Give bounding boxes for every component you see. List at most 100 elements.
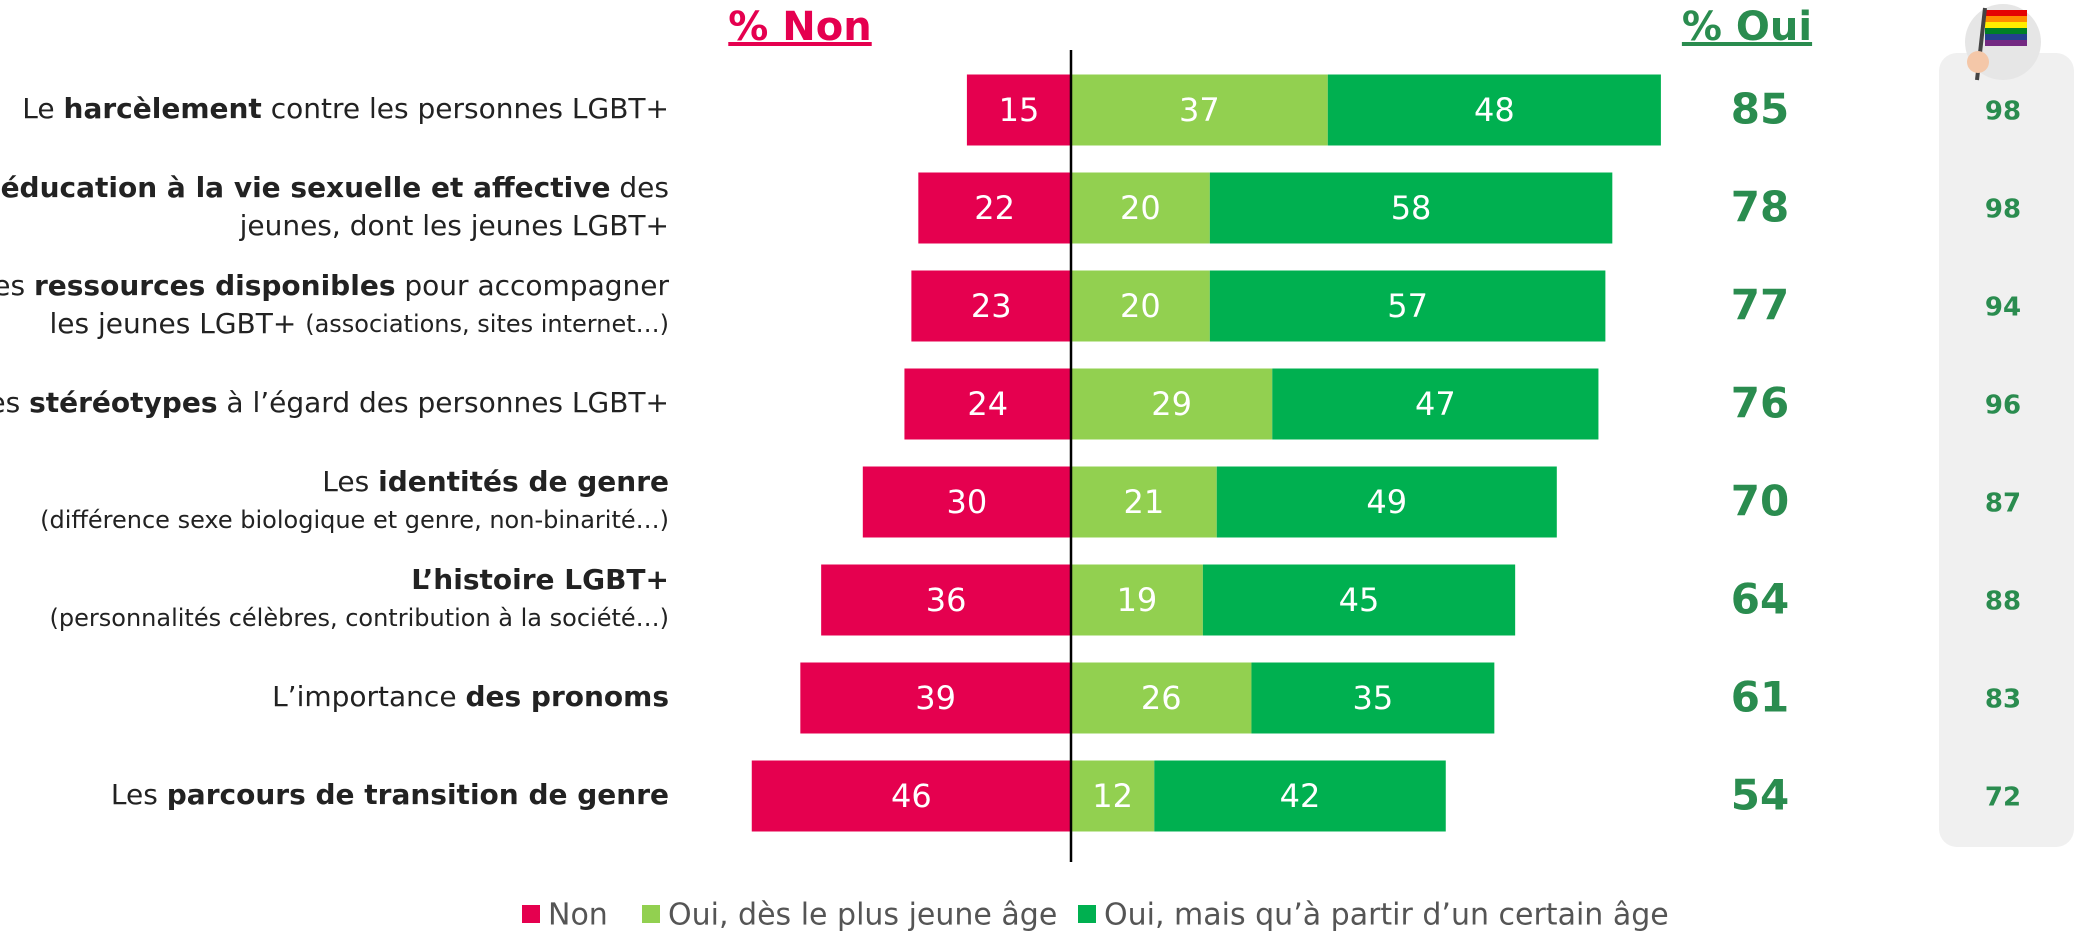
- oui-total: 78: [1731, 183, 1789, 232]
- legend-swatch: [522, 905, 540, 923]
- flag-column-value: 98: [1985, 195, 2021, 225]
- value-label: 20: [1120, 287, 1161, 325]
- bar: [1071, 368, 1273, 440]
- right-header: % Oui: [1682, 4, 1812, 50]
- flag-column-value: 83: [1985, 685, 2021, 715]
- left-header: % Non: [728, 4, 871, 50]
- value-label: 22: [974, 189, 1015, 227]
- value-label: 30: [947, 483, 988, 521]
- bar: [1154, 760, 1446, 832]
- legend-label: Oui, mais qu’à partir d’un certain âge: [1104, 898, 1669, 933]
- value-label: 19: [1117, 581, 1158, 619]
- category-label-part: parcours de transition de genre: [167, 778, 669, 811]
- category-label-part: Les: [0, 386, 29, 419]
- bar: [918, 172, 1071, 244]
- category-label-part: L’importance: [272, 680, 465, 713]
- flag-column-value: 96: [1985, 391, 2021, 421]
- category-label-part: (associations, sites internet…): [305, 310, 669, 338]
- value-label: 29: [1151, 385, 1192, 423]
- category-label: L’histoire LGBT+: [411, 563, 669, 596]
- oui-total: 77: [1731, 281, 1789, 330]
- flag-column-value: 88: [1985, 587, 2021, 617]
- value-label: 23: [971, 287, 1012, 325]
- category-label-part: ressources disponibles: [34, 269, 396, 302]
- bar: [751, 760, 1071, 832]
- category-label-part: les jeunes LGBT+: [50, 307, 306, 340]
- category-label-part: harcèlement: [64, 92, 262, 125]
- value-label: 35: [1353, 679, 1394, 717]
- value-label: 46: [891, 777, 932, 815]
- bar: [1209, 172, 1613, 244]
- bar: [1071, 662, 1252, 734]
- value-label: 21: [1124, 483, 1165, 521]
- category-label-part: des: [611, 171, 670, 204]
- value-label: 26: [1141, 679, 1182, 717]
- category-label: jeunes, dont les jeunes LGBT+: [239, 209, 669, 242]
- category-label: Les identités de genre: [322, 465, 669, 498]
- value-label: 20: [1120, 189, 1161, 227]
- category-label-part: identités de genre: [378, 465, 669, 498]
- flag-column-background: [1939, 53, 2074, 847]
- bar: [966, 74, 1071, 146]
- category-label-part: Les: [111, 778, 167, 811]
- bar: [911, 270, 1071, 342]
- bar: [1209, 270, 1606, 342]
- oui-total: 76: [1731, 379, 1789, 428]
- category-label-part: contre les personnes LGBT+: [262, 92, 669, 125]
- value-label: 58: [1391, 189, 1432, 227]
- legend-label: Oui, dès le plus jeune âge: [668, 898, 1057, 933]
- flag-column-value: 72: [1985, 783, 2021, 813]
- bar: [1251, 662, 1495, 734]
- bar: [1071, 172, 1210, 244]
- value-label: 57: [1387, 287, 1428, 325]
- bar: [1272, 368, 1599, 440]
- oui-total: 70: [1731, 477, 1789, 526]
- category-label-part: (différence sexe biologique et genre, no…: [40, 506, 669, 534]
- category-label-part: L’histoire LGBT+: [411, 563, 669, 596]
- value-label: 37: [1179, 91, 1220, 129]
- bar: [1327, 74, 1661, 146]
- flag-column-value: 87: [1985, 489, 2021, 519]
- category-label-part: Le: [22, 92, 63, 125]
- legend-swatch: [642, 905, 660, 923]
- category-label: Les parcours de transition de genre: [111, 778, 669, 811]
- category-label-part: des pronoms: [465, 680, 669, 713]
- flag-column-value: 98: [1985, 97, 2021, 127]
- category-label-part: Les: [322, 465, 378, 498]
- value-label: 45: [1339, 581, 1380, 619]
- value-label: 42: [1280, 777, 1321, 815]
- oui-total: 54: [1731, 771, 1789, 820]
- flag-column-value: 94: [1985, 293, 2021, 323]
- value-label: 36: [926, 581, 967, 619]
- bar: [821, 564, 1071, 636]
- oui-total: 85: [1731, 85, 1789, 134]
- bar: [800, 662, 1071, 734]
- value-label: 39: [915, 679, 956, 717]
- category-label-part: à l’égard des personnes LGBT+: [218, 386, 670, 419]
- bar: [1202, 564, 1516, 636]
- oui-total: 64: [1731, 575, 1789, 624]
- bar: [904, 368, 1071, 440]
- category-label: (différence sexe biologique et genre, no…: [40, 506, 669, 534]
- bar: [862, 466, 1071, 538]
- legend-swatch: [1078, 905, 1096, 923]
- legend-label: Non: [548, 898, 608, 933]
- bar: [1071, 466, 1217, 538]
- bar: [1071, 564, 1203, 636]
- bar: [1071, 270, 1210, 342]
- category-label: Le harcèlement contre les personnes LGBT…: [22, 92, 669, 125]
- value-label: 49: [1366, 483, 1407, 521]
- category-label: les jeunes LGBT+ (associations, sites in…: [50, 307, 669, 340]
- category-label: L’importance des pronoms: [272, 680, 669, 713]
- oui-total: 61: [1731, 673, 1789, 722]
- value-label: 15: [999, 91, 1040, 129]
- category-label-part: jeunes, dont les jeunes LGBT+: [239, 209, 669, 242]
- category-label-part: stéréotypes: [29, 386, 217, 419]
- flag-icon: [1965, 4, 2041, 81]
- category-label: Les ressources disponibles pour accompag…: [0, 269, 669, 302]
- category-label-part: L’éducation à la vie sexuelle et affecti…: [0, 171, 611, 204]
- category-label-part: Les: [0, 269, 34, 302]
- category-label-part: (personnalités célèbres, contribution à …: [50, 604, 669, 632]
- category-label: Les stéréotypes à l’égard des personnes …: [0, 386, 669, 419]
- value-label: 48: [1474, 91, 1515, 129]
